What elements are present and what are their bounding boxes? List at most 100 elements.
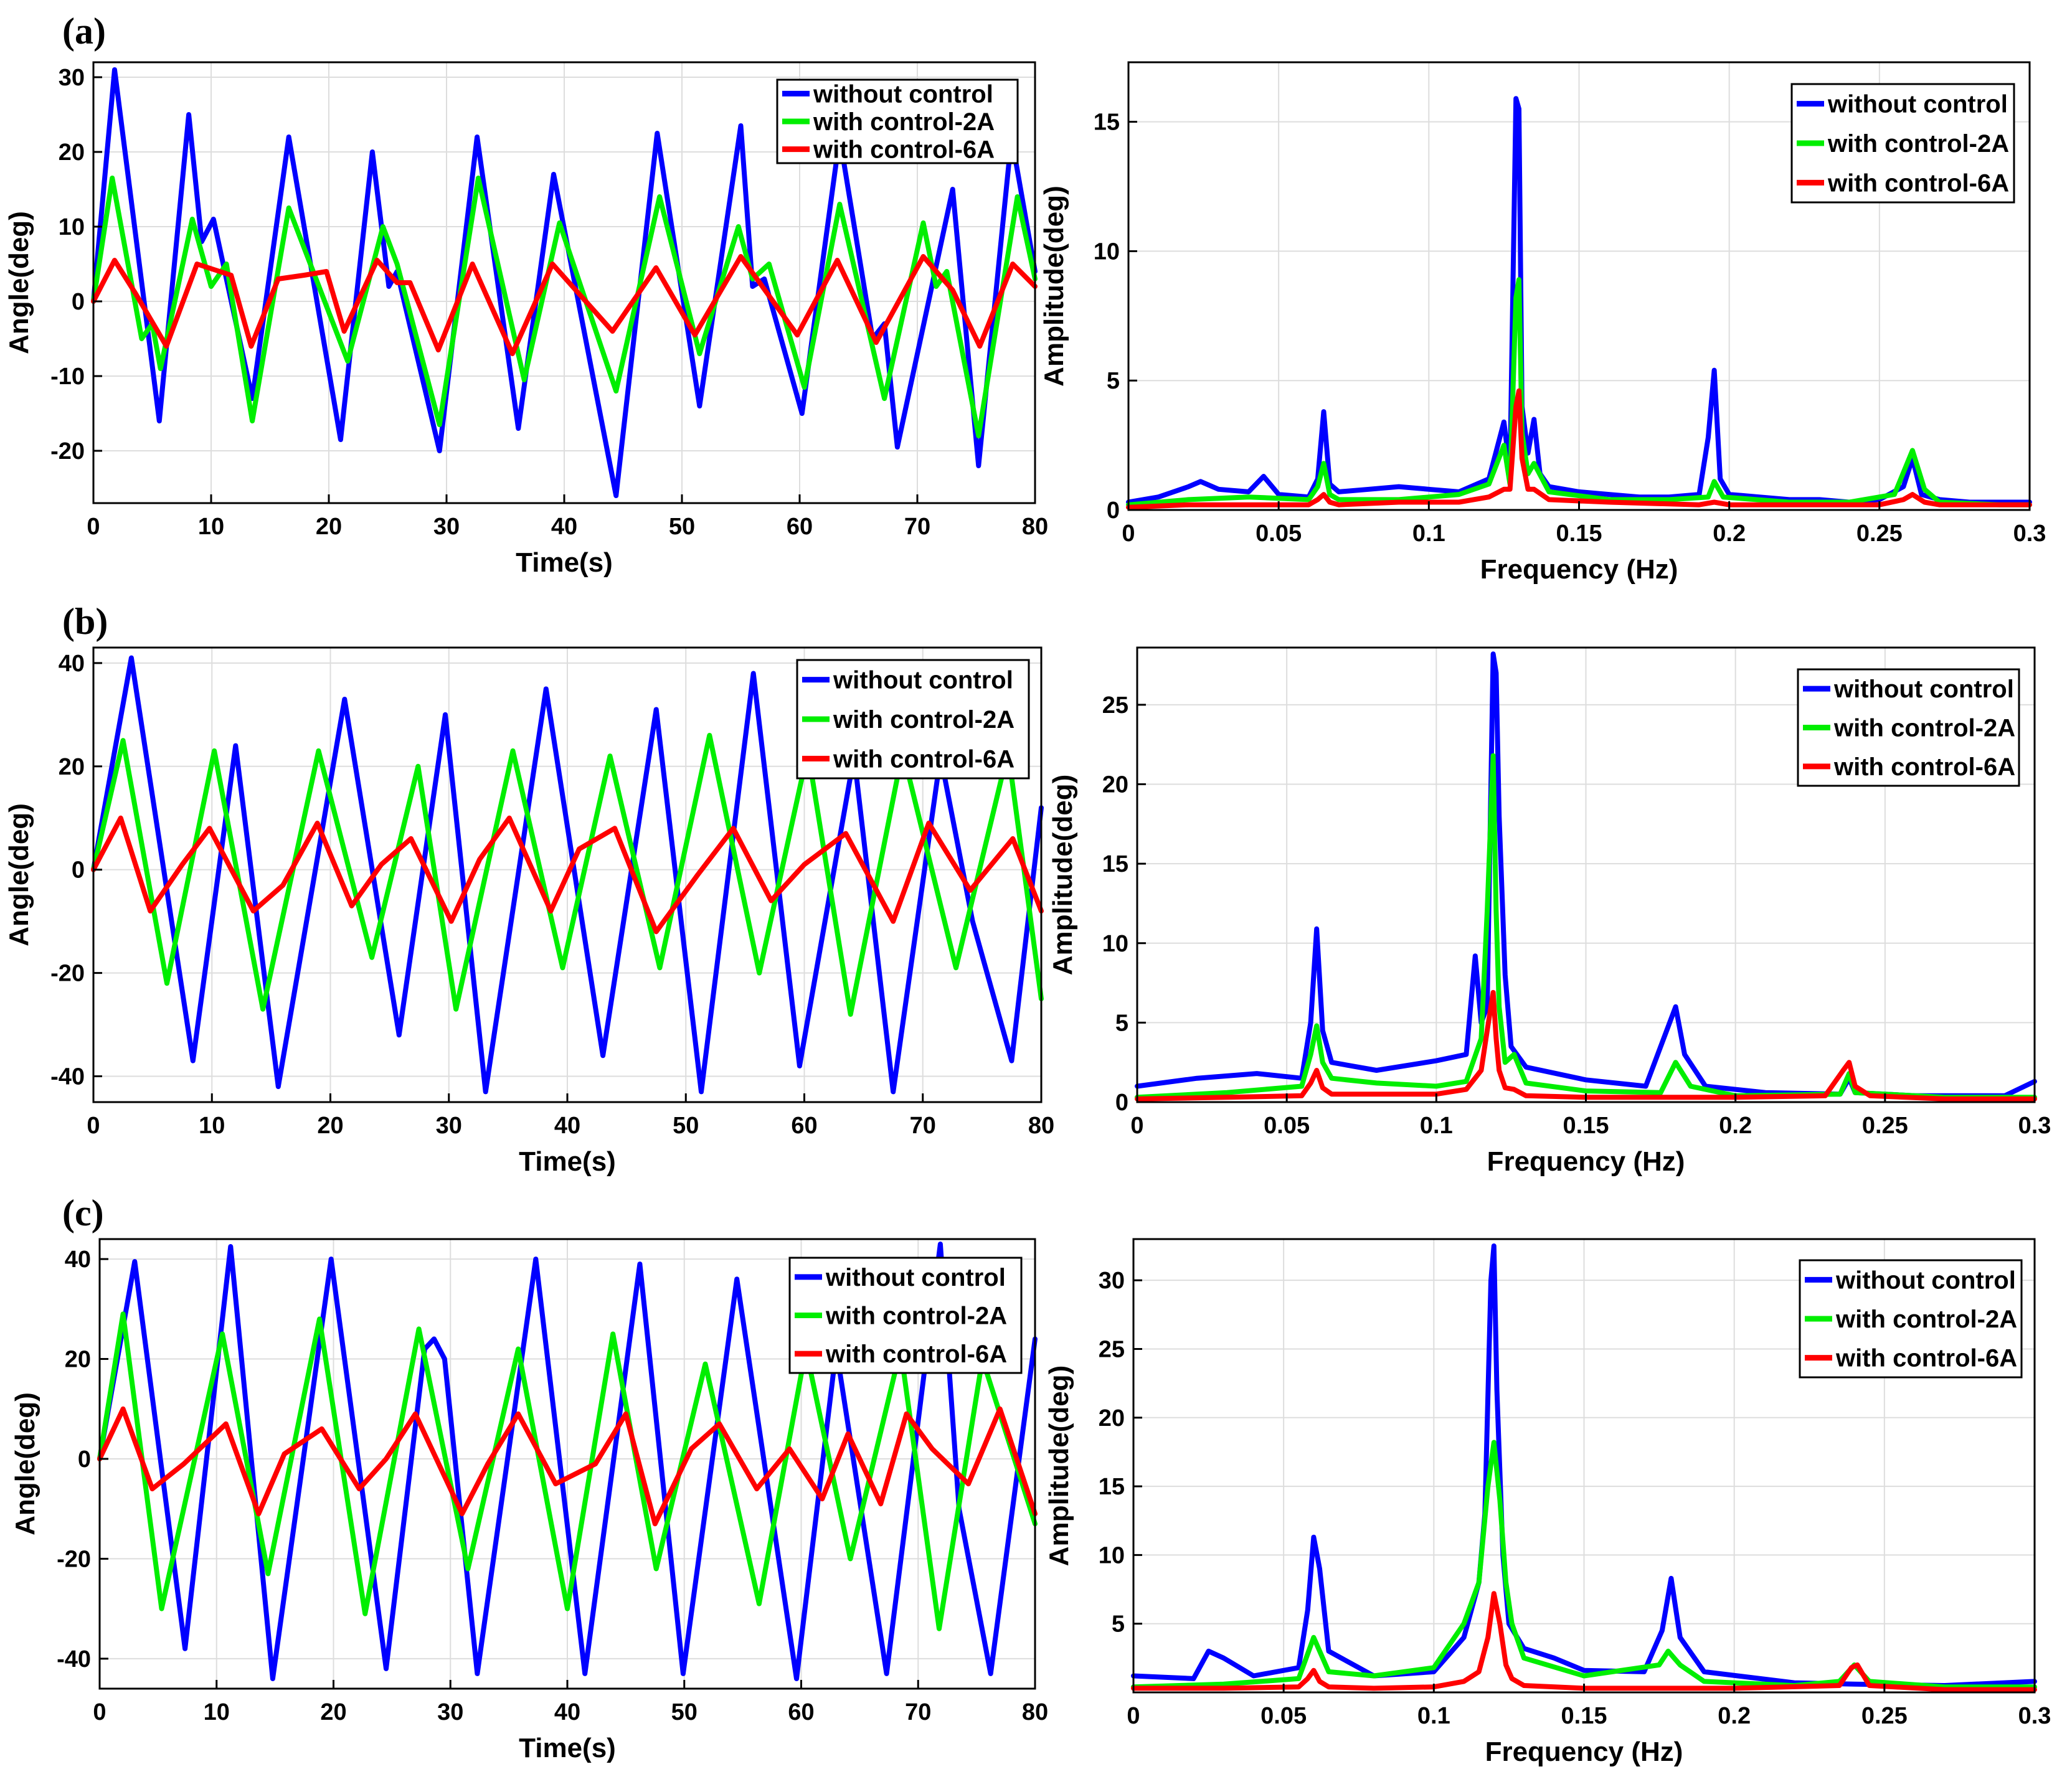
series-line-with-control-2a — [91, 176, 1038, 438]
y-axis-label: Amplitude(deg) — [1048, 775, 1078, 976]
x-tick-label: 0.3 — [2013, 521, 2046, 547]
x-tick-label: 40 — [554, 1699, 580, 1725]
series-line-with-control-2a — [1131, 1440, 2037, 1690]
x-tick-label: 70 — [904, 514, 930, 540]
y-tick-label: 0 — [1107, 498, 1120, 524]
x-tick-label: 0.25 — [1861, 1703, 1908, 1729]
x-axis-label: Time(s) — [519, 1733, 616, 1763]
x-tick-label: 0 — [1127, 1703, 1140, 1729]
x-axis-label: Time(s) — [516, 547, 613, 578]
y-tick-label: 25 — [1102, 692, 1128, 719]
y-tick-label: 5 — [1112, 1611, 1125, 1638]
panel-label: (a) — [62, 11, 106, 52]
x-tick-label: 0.15 — [1556, 521, 1602, 547]
x-tick-label: 20 — [320, 1699, 346, 1725]
series-line-with-control-2a — [1126, 277, 2032, 507]
x-tick-label: 0.1 — [1420, 1113, 1453, 1139]
x-tick-label: 0.25 — [1862, 1113, 1908, 1139]
series-line-with-control-6a — [97, 1406, 1038, 1527]
x-tick-label: 0.15 — [1561, 1703, 1607, 1729]
y-tick-label: -20 — [57, 1546, 91, 1572]
y-tick-label: 0 — [72, 289, 85, 315]
y-tick-label: -40 — [50, 1064, 85, 1090]
x-tick-label: 0.25 — [1856, 521, 1903, 547]
y-axis-label: Angle(deg) — [10, 1392, 40, 1535]
x-axis-label: Frequency (Hz) — [1485, 1737, 1683, 1767]
y-axis-label: Amplitude(deg) — [1039, 186, 1069, 387]
y-tick-label: 40 — [59, 651, 85, 677]
y-tick-label: -20 — [50, 961, 85, 987]
x-tick-label: 0.2 — [1719, 1113, 1752, 1139]
series-line-without-control — [1131, 1243, 2037, 1688]
legend-box — [1797, 668, 2020, 787]
x-tick-label: 30 — [433, 514, 460, 540]
x-tick-label: 10 — [198, 514, 224, 540]
x-axis-label: Time(s) — [519, 1146, 616, 1177]
series-line-with-control-6a — [1126, 388, 2032, 510]
legend-entry: without control — [825, 1264, 1006, 1291]
x-tick-label: 0 — [87, 514, 100, 540]
y-tick-label: -40 — [57, 1646, 91, 1672]
x-tick-label: 10 — [199, 1113, 225, 1139]
y-tick-label: 30 — [1099, 1268, 1125, 1294]
x-tick-label: 60 — [787, 514, 813, 540]
legend-entry: without control — [1835, 1266, 2016, 1294]
x-tick-label: 60 — [791, 1113, 817, 1139]
x-tick-label: 70 — [905, 1699, 931, 1725]
y-axis-label: Amplitude(deg) — [1044, 1365, 1074, 1567]
y-tick-label: 20 — [59, 754, 85, 780]
series-line-with-control-6a — [91, 815, 1044, 935]
legend-box — [1799, 1259, 2023, 1379]
legend-box — [788, 1257, 1023, 1374]
legend-entry: without control — [1827, 91, 2008, 118]
x-tick-label: 50 — [669, 514, 695, 540]
series-line-without-control — [91, 655, 1044, 1095]
legend-entry: with control-6A — [1833, 753, 2015, 781]
series-line-with-control-6a — [91, 254, 1038, 356]
x-tick-label: 0 — [1122, 521, 1135, 547]
y-tick-label: 10 — [1102, 931, 1128, 957]
x-tick-label: 0.3 — [2018, 1703, 2051, 1729]
x-tick-label: 10 — [204, 1699, 230, 1725]
x-tick-label: 40 — [551, 514, 577, 540]
x-tick-label: 60 — [788, 1699, 814, 1725]
y-tick-label: 30 — [59, 65, 85, 91]
chart-b-time: (b) 0 10 20 30 40 50 60 70 80 -40 -20 0 20 40 Time(s) An… — [4, 601, 1054, 1177]
chart-a-freq: 0 0.05 0.1 0.15 0.2 0.25 0.3 0 5 10 15 Frequency (H… — [1039, 61, 2046, 585]
y-tick-label: 15 — [1094, 110, 1120, 136]
panel-label: (b) — [62, 601, 108, 642]
y-tick-label: 20 — [1099, 1405, 1125, 1431]
y-tick-label: 5 — [1115, 1010, 1128, 1036]
x-tick-label: 30 — [437, 1699, 463, 1725]
x-tick-label: 80 — [1022, 1699, 1048, 1725]
x-tick-label: 0 — [87, 1113, 100, 1139]
legend-entry: with control-2A — [1827, 130, 2009, 158]
legend-entry: with control-2A — [833, 706, 1014, 733]
x-tick-label: 30 — [436, 1113, 462, 1139]
y-tick-label: 20 — [65, 1347, 91, 1373]
x-tick-label: 0 — [1130, 1113, 1143, 1139]
x-tick-label: 0.2 — [1713, 521, 1746, 547]
y-tick-label: 0 — [72, 857, 85, 884]
series-line-with-control-2a — [91, 733, 1044, 1017]
x-axis-label: Frequency (Hz) — [1487, 1146, 1685, 1177]
chart-a-time: (a) 0 10 20 30 40 50 60 70 80 -20 -10 0 10 20 30 Time(s)… — [4, 11, 1048, 578]
x-axis-label: Frequency (Hz) — [1480, 554, 1678, 585]
series-line-with-control-6a — [1135, 989, 2037, 1101]
y-axis-label: Angle(deg) — [4, 211, 34, 354]
y-tick-label: 25 — [1099, 1336, 1125, 1362]
y-tick-label: 15 — [1102, 851, 1128, 877]
x-tick-label: 0.3 — [2018, 1113, 2051, 1139]
x-tick-label: 80 — [1028, 1113, 1054, 1139]
legend-box — [1790, 83, 2015, 204]
series-line-with-control-6a — [1131, 1591, 2037, 1692]
x-tick-label: 0.1 — [1412, 521, 1445, 547]
y-tick-label: 10 — [59, 214, 85, 240]
series-line-with-control-2a — [97, 1311, 1038, 1631]
y-tick-label: 0 — [78, 1446, 91, 1473]
x-tick-label: 50 — [673, 1113, 699, 1139]
x-tick-label: 50 — [671, 1699, 698, 1725]
